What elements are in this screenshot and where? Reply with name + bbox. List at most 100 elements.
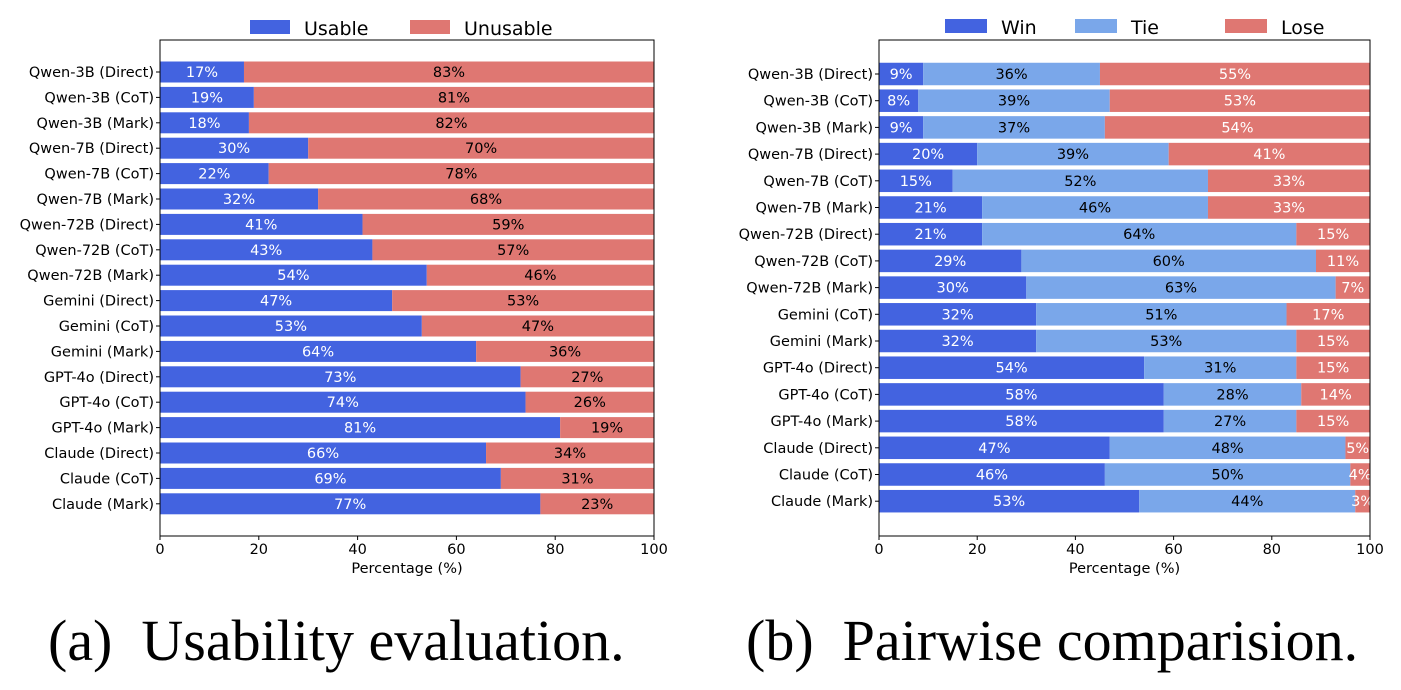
x-tick-label-60: 60 [447, 542, 465, 558]
data-label-tie-qwen-3b-mark: 37% [998, 120, 1030, 136]
data-label-unusable-gemini-direct: 53% [507, 294, 539, 310]
bar-unusable-gemini-mark [476, 340, 654, 362]
bar-lose-qwen-7b-cot [1207, 169, 1370, 193]
data-label-win-claude-direct: 47% [978, 441, 1010, 457]
y-tick-label-qwen-7b-cot: Qwen-7B (CoT) [44, 167, 154, 183]
bar-tie-gpt-4o-cot [1163, 383, 1302, 406]
data-label-usable-qwen-7b-direct: 30% [218, 141, 250, 157]
data-label-lose-qwen-3b-mark: 54% [1221, 120, 1253, 136]
y-tick-label-qwen-3b-mark: Qwen-3B (Mark) [756, 120, 873, 136]
bar-usable-claude-direct [160, 442, 487, 464]
bar-unusable-qwen-72b-direct [362, 213, 654, 235]
data-label-lose-qwen-7b-mark: 33% [1273, 201, 1305, 217]
legend-label-tie: Tie [1130, 17, 1159, 39]
bar-win-claude-cot [879, 463, 1105, 486]
data-label-lose-qwen-3b-direct: 55% [1219, 67, 1251, 83]
bar-usable-gemini-cot [160, 315, 422, 337]
bar-tie-qwen-3b-mark [923, 116, 1105, 139]
bar-win-qwen-3b-mark [879, 116, 924, 139]
bar-unusable-gemini-cot [421, 315, 654, 337]
x-tick-label-100: 100 [640, 542, 668, 558]
data-label-tie-claude-cot: 50% [1211, 468, 1243, 484]
bar-lose-gpt-4o-cot [1301, 383, 1370, 406]
caption-pairwise: (b) Pairwise comparision. [746, 608, 1359, 673]
y-tick-label-qwen-7b-mark: Qwen-7B (Mark) [756, 201, 873, 217]
bar-tie-qwen-7b-direct [977, 142, 1169, 166]
data-label-usable-qwen-72b-direct: 41% [245, 217, 277, 233]
data-label-usable-claude-mark: 77% [334, 497, 366, 513]
bar-win-qwen-72b-direct [879, 222, 983, 246]
data-label-usable-claude-direct: 66% [307, 446, 339, 462]
bar-unusable-qwen-7b-direct [308, 137, 654, 159]
data-label-tie-claude-direct: 48% [1211, 441, 1243, 457]
data-label-win-gemini-mark: 32% [941, 334, 973, 350]
bar-unusable-qwen-3b-mark [248, 112, 655, 134]
data-label-lose-qwen-7b-direct: 41% [1253, 147, 1285, 163]
data-label-win-claude-cot: 46% [976, 468, 1008, 484]
data-label-unusable-gpt-4o-cot: 26% [574, 395, 606, 411]
y-tick-label-gpt-4o-mark: GPT-4o (Mark) [51, 421, 154, 437]
bar-tie-qwen-3b-cot [918, 89, 1110, 112]
data-label-win-gemini-cot: 32% [941, 307, 973, 323]
legend-swatch-unusable [410, 20, 450, 34]
data-label-lose-gpt-4o-direct: 15% [1317, 361, 1349, 377]
bar-lose-claude-cot [1350, 463, 1370, 486]
data-label-lose-qwen-72b-direct: 15% [1317, 227, 1349, 243]
data-label-tie-qwen-3b-direct: 36% [995, 67, 1027, 83]
y-tick-label-qwen-72b-direct: Qwen-72B (Direct) [20, 217, 154, 233]
bar-tie-gemini-cot [1036, 303, 1287, 326]
data-label-usable-qwen-3b-direct: 17% [186, 65, 218, 81]
data-label-lose-gemini-cot: 17% [1312, 307, 1344, 323]
x-tick-label-20: 20 [968, 542, 986, 558]
data-label-win-claude-mark: 53% [993, 494, 1025, 510]
y-tick-label-qwen-3b-cot: Qwen-3B (CoT) [763, 94, 873, 110]
bar-win-qwen-72b-cot [879, 249, 1022, 273]
y-tick-label-gemini-mark: Gemini (Mark) [51, 344, 154, 360]
data-label-usable-qwen-3b-cot: 19% [191, 90, 223, 106]
bar-unusable-claude-cot [500, 467, 654, 489]
data-label-unusable-claude-cot: 31% [561, 471, 593, 487]
data-label-unusable-qwen-3b-mark: 82% [435, 116, 467, 132]
plot-area: 9% 36% 55% 8% 39% 53% 9% 37% 54% 20% 39% 41% 15% 52% 3… [879, 62, 1374, 513]
legend-swatch-tie [1075, 19, 1117, 33]
bar-win-claude-direct [879, 436, 1110, 460]
data-label-tie-gemini-cot: 51% [1145, 307, 1177, 323]
y-tick-label-gpt-4o-cot: GPT-4o (CoT) [778, 387, 873, 403]
data-label-win-qwen-3b-direct: 9% [890, 67, 913, 83]
data-label-usable-qwen-3b-mark: 18% [188, 116, 220, 132]
y-tick-label-gpt-4o-direct: GPT-4o (Direct) [44, 370, 154, 386]
data-label-usable-qwen-72b-mark: 54% [277, 268, 309, 284]
data-label-lose-claude-cot: 4% [1349, 468, 1372, 484]
bar-win-gpt-4o-direct [879, 356, 1145, 379]
data-label-tie-qwen-3b-cot: 39% [998, 94, 1030, 110]
pairwise-chart: 9% 36% 55% 8% 39% 53% 9% 37% 54% 20% 39% 41% 15% 52% 3… [739, 17, 1384, 577]
y-tick-label-gemini-cot: Gemini (CoT) [778, 307, 873, 323]
data-label-tie-qwen-7b-direct: 39% [1057, 147, 1089, 163]
data-label-unusable-gemini-cot: 47% [522, 319, 554, 335]
data-label-win-qwen-3b-mark: 9% [890, 120, 913, 136]
bar-usable-claude-cot [160, 467, 501, 489]
y-tick-label-gpt-4o-direct: GPT-4o (Direct) [763, 361, 873, 377]
legend-swatch-lose [1225, 19, 1267, 33]
data-label-tie-gemini-mark: 53% [1150, 334, 1182, 350]
bar-usable-qwen-7b-mark [160, 188, 319, 210]
data-label-tie-qwen-7b-mark: 46% [1079, 201, 1111, 217]
data-label-win-gpt-4o-cot: 58% [1005, 387, 1037, 403]
data-label-usable-claude-cot: 69% [314, 471, 346, 487]
x-tick-label-100: 100 [1356, 542, 1384, 558]
bar-usable-gpt-4o-direct [160, 366, 521, 388]
data-label-unusable-gpt-4o-mark: 19% [591, 421, 623, 437]
bar-win-gpt-4o-cot [879, 383, 1164, 406]
y-tick-label-qwen-3b-direct: Qwen-3B (Direct) [29, 65, 154, 81]
y-tick-label-qwen-72b-mark: Qwen-72B (Mark) [746, 281, 873, 297]
bar-usable-qwen-3b-direct [160, 61, 244, 83]
data-label-win-qwen-7b-direct: 20% [912, 147, 944, 163]
bar-tie-qwen-7b-mark [982, 196, 1208, 219]
bar-tie-claude-cot [1104, 463, 1351, 486]
y-tick-label-qwen-7b-cot: Qwen-7B (CoT) [763, 174, 873, 190]
bar-lose-gpt-4o-direct [1296, 356, 1370, 379]
data-label-usable-gpt-4o-mark: 81% [344, 421, 376, 437]
data-label-unusable-qwen-72b-direct: 59% [492, 217, 524, 233]
data-label-usable-qwen-72b-cot: 43% [250, 243, 282, 259]
bar-lose-claude-direct [1345, 436, 1370, 460]
